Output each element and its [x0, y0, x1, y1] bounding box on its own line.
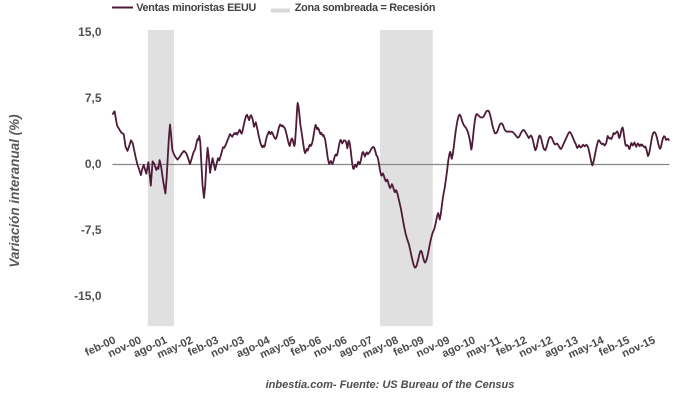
svg-text:Variación interanual (%): Variación interanual (%)	[7, 114, 22, 268]
svg-text:Zona sombreada = Recesión: Zona sombreada = Recesión	[295, 2, 435, 14]
svg-text:15,0: 15,0	[78, 25, 102, 39]
svg-text:-15,0: -15,0	[74, 289, 102, 303]
svg-text:Ventas minoristas EEUU: Ventas minoristas EEUU	[136, 2, 256, 14]
svg-text:0,0: 0,0	[85, 157, 102, 171]
svg-text:inbestia.com- Fuente: US Burea: inbestia.com- Fuente: US Bureau of the C…	[266, 379, 515, 391]
svg-text:-7,5: -7,5	[81, 223, 102, 237]
svg-text:7,5: 7,5	[85, 91, 102, 105]
